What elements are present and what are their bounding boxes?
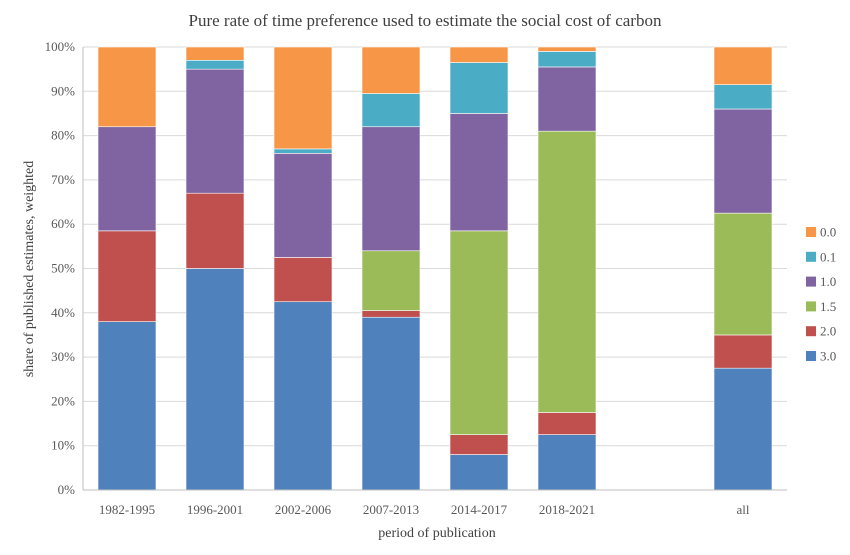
- bar-segment: [273, 257, 333, 303]
- y-tick-label: 70%: [51, 172, 75, 187]
- legend-label: 3.0: [820, 349, 836, 364]
- bar-segment: [449, 46, 509, 63]
- bar-segment: [185, 59, 245, 70]
- y-tick-label: 60%: [51, 216, 75, 231]
- bar-segment: [273, 301, 333, 491]
- legend-swatch: [806, 227, 816, 237]
- bar-segment: [361, 250, 421, 311]
- legend-swatch: [806, 301, 816, 312]
- bar-segment: [449, 230, 509, 435]
- legend-swatch: [806, 326, 816, 337]
- legend-label: 2.0: [820, 324, 836, 339]
- bar-segment: [185, 268, 245, 491]
- bar-segment: [537, 46, 597, 52]
- bar-segment: [185, 68, 245, 194]
- bar-segment: [537, 51, 597, 68]
- bar-segment: [361, 126, 421, 252]
- y-tick-label: 0%: [58, 482, 76, 497]
- x-tick-label: 2002-2006: [275, 502, 332, 517]
- x-tick-label: 2014-2017: [451, 502, 508, 517]
- legend-swatch: [806, 351, 816, 361]
- bar-segment: [273, 148, 333, 154]
- bar-segment: [713, 108, 773, 214]
- x-tick-label: 1982-1995: [99, 502, 155, 517]
- bar-segment: [449, 113, 509, 232]
- y-tick-label: 50%: [51, 261, 75, 276]
- y-tick-label: 80%: [51, 128, 75, 143]
- bar-segment: [449, 454, 509, 491]
- bar-segment: [713, 334, 773, 369]
- bar-segment: [361, 310, 421, 318]
- bar-segment: [185, 192, 245, 269]
- bar-segment: [537, 66, 597, 132]
- bar-segment: [713, 367, 773, 491]
- bar-segment: [97, 126, 157, 232]
- x-axis-label: period of publication: [378, 526, 495, 541]
- legend-swatch: [806, 251, 816, 262]
- axes: [82, 47, 787, 491]
- y-tick-label: 20%: [51, 393, 75, 408]
- bar-segment: [97, 46, 157, 128]
- chart-title: Pure rate of time preference used to est…: [189, 11, 662, 30]
- x-tick-label: 1996-2001: [187, 502, 243, 517]
- bar-segment: [537, 130, 597, 413]
- legend-label: 1.5: [820, 299, 836, 314]
- y-tick-label: 90%: [51, 83, 75, 98]
- bar-segment: [713, 46, 773, 85]
- x-tick-label: 2007-2013: [363, 502, 419, 517]
- legend-label: 1.0: [820, 274, 836, 289]
- x-tick-labels: 1982-1995 1996-2001 2002-2006 2007-2013 2014…: [99, 502, 750, 517]
- bar-segment: [97, 321, 157, 491]
- bar-segment: [537, 412, 597, 435]
- y-tick-labels: 0% 10% 20% 30% 40% 50% 60% 70% 80% 90% 100%: [45, 39, 76, 497]
- bar-segment: [361, 93, 421, 128]
- y-tick-label: 10%: [51, 438, 75, 453]
- bar-segment: [273, 153, 333, 258]
- bar-segment: [449, 62, 509, 114]
- y-axis-label: share of published estimates, weighted: [22, 161, 37, 378]
- bars: [97, 46, 773, 491]
- bar-segment: [185, 46, 245, 61]
- bar-segment: [97, 230, 157, 322]
- legend: 0.0 0.1 1.0 1.5 2.0 3.0: [806, 225, 836, 364]
- bar-segment: [713, 84, 773, 110]
- legend-label: 0.0: [820, 225, 836, 240]
- x-tick-label: all: [737, 502, 750, 517]
- bar-segment: [537, 434, 597, 491]
- bar-segment: [361, 46, 421, 94]
- bar-segment: [449, 434, 509, 455]
- bar-segment: [713, 212, 773, 336]
- x-tick-label: 2018-2021: [539, 502, 595, 517]
- y-tick-label: 100%: [45, 39, 76, 54]
- y-tick-label: 30%: [51, 349, 75, 364]
- legend-label: 0.1: [820, 249, 836, 264]
- y-tick-label: 40%: [51, 305, 75, 320]
- bar-segment: [361, 316, 421, 491]
- bar-segment: [273, 46, 333, 150]
- legend-swatch: [806, 276, 816, 287]
